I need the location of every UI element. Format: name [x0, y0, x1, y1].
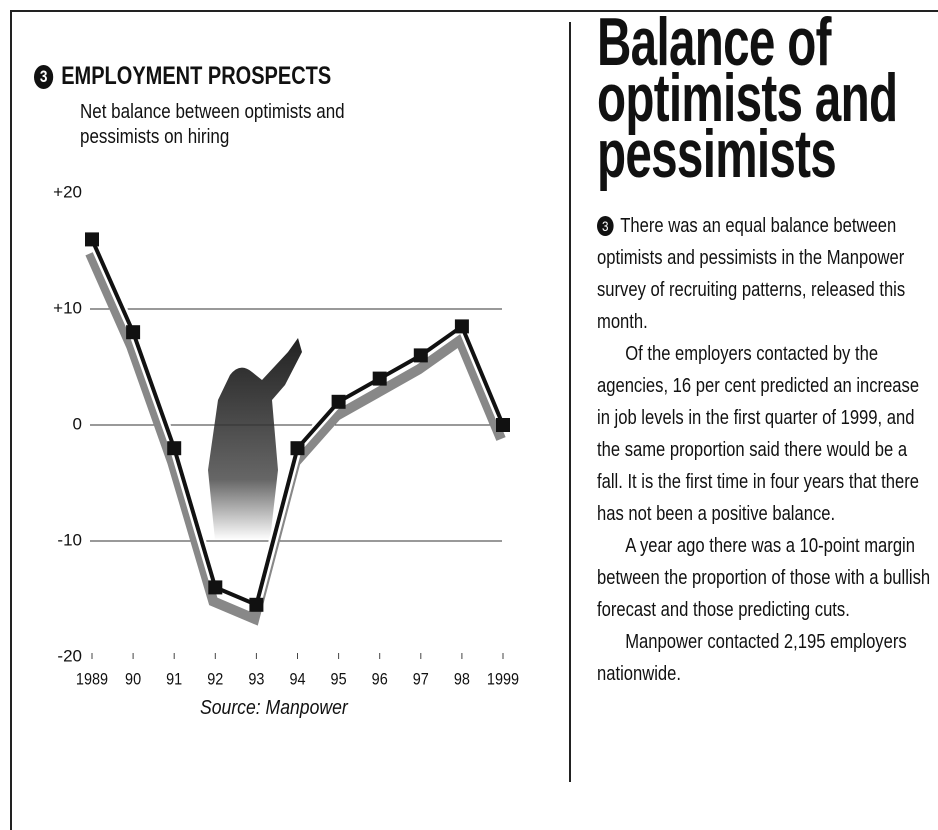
paragraph-text: There was an equal balance between optim…	[597, 215, 906, 333]
paragraph-text: A year ago there was a 10-point margin b…	[597, 535, 931, 621]
divider	[569, 22, 571, 782]
marker	[413, 348, 428, 363]
paragraph: Manpower contacted 2,195 employers natio…	[597, 626, 936, 690]
marker	[496, 418, 510, 432]
x-tick-label: 94	[289, 670, 305, 688]
marker	[454, 319, 469, 334]
chart: +20 +10 0 -10 -20 1989 90 91 92 93 94 95 96 97 98 1999	[53, 182, 519, 688]
marker	[290, 441, 305, 456]
y-tick-label: 0	[73, 414, 82, 433]
marker	[208, 580, 223, 595]
paragraph-text: Of the employers contacted by the agenci…	[597, 343, 920, 525]
frame	[10, 10, 938, 830]
y-tick-label: +10	[53, 298, 82, 317]
y-tick-label: +20	[53, 182, 82, 201]
marker	[331, 394, 346, 409]
paragraph-text: Manpower contacted 2,195 employers natio…	[597, 631, 907, 685]
marker	[167, 441, 182, 456]
marker	[126, 325, 141, 340]
x-tick-label: 1999	[487, 670, 519, 688]
paragraph: A year ago there was a 10-point margin b…	[597, 530, 936, 626]
chart-title-row: 3 EMPLOYMENT PROSPECTS	[34, 62, 331, 91]
source: Source: Manpower	[200, 697, 348, 719]
x-tick-label: 93	[248, 670, 264, 688]
x-tick-label: 96	[372, 670, 388, 688]
chart-title: EMPLOYMENT PROSPECTS	[61, 62, 332, 90]
x-tick-label: 90	[125, 670, 141, 688]
marker	[85, 232, 99, 247]
x-tick-label: 1989	[76, 670, 108, 688]
x-tick-label: 98	[454, 670, 470, 688]
badge: 3	[597, 216, 614, 236]
marker	[249, 597, 264, 612]
line-shadow	[85, 251, 506, 626]
x-tick-label: 97	[413, 670, 429, 688]
figure-illustration	[208, 338, 302, 540]
marker	[372, 371, 387, 386]
x-tick-label: 95	[331, 670, 347, 688]
badge: 3	[34, 65, 54, 89]
chart-subtitle: Net balance between optimists and pessim…	[80, 101, 345, 148]
x-tick-label: 92	[207, 670, 223, 688]
headline: Balance of optimists and pessimists	[597, 4, 898, 192]
paragraph: 3 There was an equal balance between opti…	[597, 210, 936, 338]
y-tick-label: -10	[57, 530, 82, 549]
article-body: 3 There was an equal balance between opti…	[597, 210, 936, 690]
y-tick-label: -20	[57, 646, 82, 665]
x-tick-label: 91	[166, 670, 182, 688]
paragraph: Of the employers contacted by the agenci…	[597, 338, 936, 530]
